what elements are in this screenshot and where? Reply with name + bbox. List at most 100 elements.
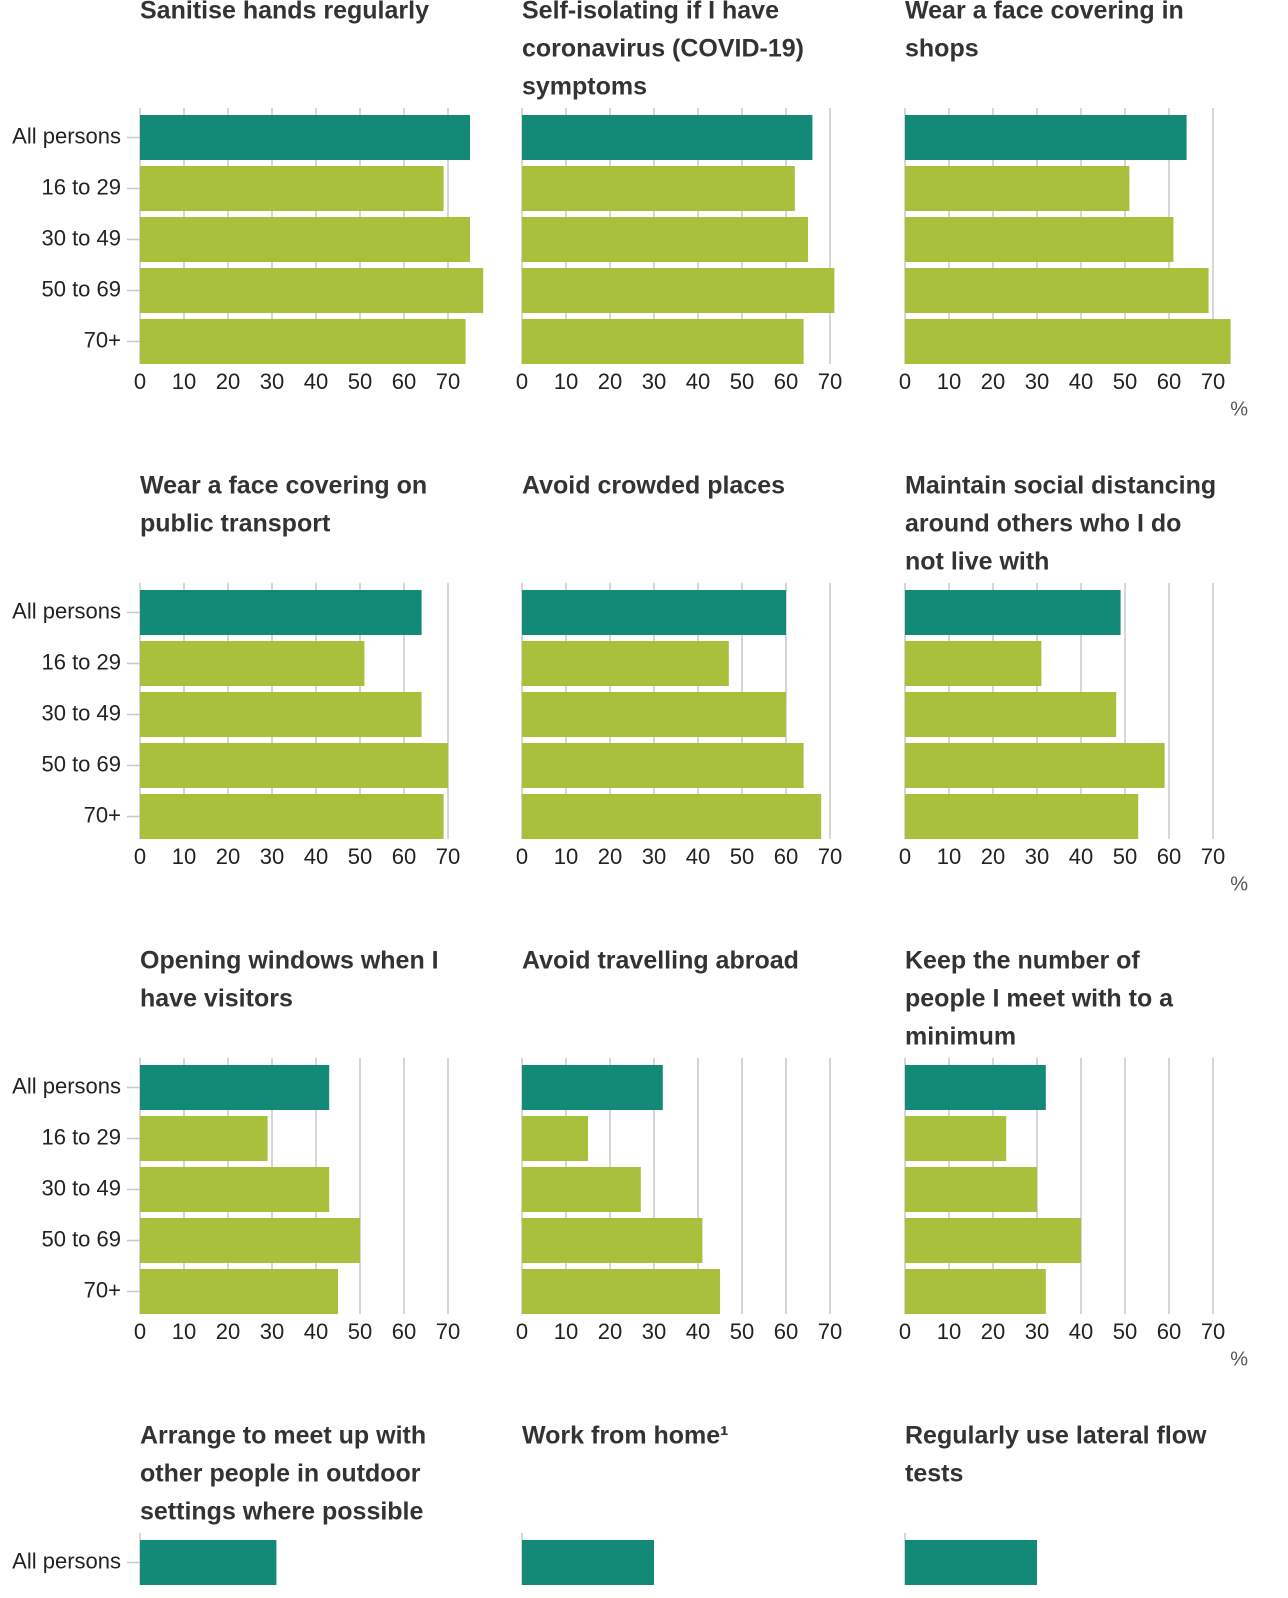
x-tick-label: 0 xyxy=(134,1319,146,1344)
panel-title: Avoid travelling abroad xyxy=(522,947,799,975)
bar xyxy=(905,641,1042,686)
unit-label: % xyxy=(1230,873,1248,895)
x-tick-label: 70 xyxy=(1201,369,1225,394)
bar xyxy=(522,692,786,737)
bar xyxy=(905,692,1117,737)
x-tick-label: 40 xyxy=(1069,369,1093,394)
bar xyxy=(522,1116,588,1161)
x-tick-label: 60 xyxy=(774,844,798,869)
panel-title: coronavirus (COVID-19) xyxy=(522,35,804,63)
bar xyxy=(522,166,795,211)
x-tick-label: 20 xyxy=(598,369,622,394)
bar xyxy=(140,1116,268,1161)
category-label: 30 to 49 xyxy=(41,1175,121,1200)
x-tick-label: 10 xyxy=(937,1319,961,1344)
panel-title: Self-isolating if I have xyxy=(522,0,779,25)
x-tick-label: 40 xyxy=(304,369,328,394)
x-tick-label: 0 xyxy=(516,369,528,394)
bar xyxy=(905,1116,1007,1161)
bar xyxy=(522,590,786,635)
category-label: All persons xyxy=(12,598,121,623)
bar xyxy=(905,166,1130,211)
x-tick-label: 30 xyxy=(642,844,666,869)
x-tick-label: 40 xyxy=(1069,844,1093,869)
unit-label: % xyxy=(1230,1348,1248,1370)
x-tick-label: 40 xyxy=(1069,1319,1093,1344)
x-tick-label: 10 xyxy=(172,1319,196,1344)
bar xyxy=(140,794,444,839)
x-tick-label: 50 xyxy=(730,844,754,869)
bar xyxy=(140,166,444,211)
bar xyxy=(522,1269,720,1314)
x-tick-label: 50 xyxy=(730,1319,754,1344)
category-label: 70+ xyxy=(84,1277,121,1302)
x-tick-label: 10 xyxy=(554,1319,578,1344)
x-tick-label: 10 xyxy=(937,369,961,394)
panel-title: symptoms xyxy=(522,73,647,101)
x-tick-label: 40 xyxy=(686,369,710,394)
bar xyxy=(522,217,808,262)
panel-title: settings where possible xyxy=(140,1498,424,1526)
category-label: All persons xyxy=(12,1548,121,1573)
category-label: All persons xyxy=(12,123,121,148)
x-tick-label: 60 xyxy=(392,844,416,869)
bar xyxy=(522,743,804,788)
bar xyxy=(522,794,822,839)
panel-title: Keep the number of xyxy=(905,947,1140,975)
x-tick-label: 50 xyxy=(1113,844,1137,869)
x-tick-label: 50 xyxy=(730,369,754,394)
x-tick-label: 0 xyxy=(899,369,911,394)
bar xyxy=(522,1065,663,1110)
x-tick-label: 60 xyxy=(774,1319,798,1344)
panel-title: shops xyxy=(905,35,979,63)
panel-title: Wear a face covering in xyxy=(905,0,1184,25)
panel-title: other people in outdoor xyxy=(140,1460,421,1488)
bar xyxy=(140,268,484,313)
bar xyxy=(140,692,422,737)
category-label: 16 to 29 xyxy=(41,649,121,674)
x-tick-label: 30 xyxy=(260,369,284,394)
category-label: 50 to 69 xyxy=(41,751,121,776)
bar xyxy=(522,319,804,364)
x-tick-label: 30 xyxy=(1025,1319,1049,1344)
x-tick-label: 30 xyxy=(642,369,666,394)
category-label: 70+ xyxy=(84,327,121,352)
x-tick-label: 20 xyxy=(981,369,1005,394)
category-label: 16 to 29 xyxy=(41,1124,121,1149)
bar xyxy=(140,1218,360,1263)
x-tick-label: 20 xyxy=(216,1319,240,1344)
bar xyxy=(905,115,1187,160)
x-tick-label: 30 xyxy=(1025,844,1049,869)
x-tick-label: 0 xyxy=(899,1319,911,1344)
x-tick-label: 70 xyxy=(1201,844,1225,869)
x-tick-label: 50 xyxy=(348,1319,372,1344)
bar xyxy=(905,319,1231,364)
category-label: All persons xyxy=(12,1073,121,1098)
x-tick-label: 20 xyxy=(216,369,240,394)
panel-title: minimum xyxy=(905,1023,1016,1051)
x-tick-label: 20 xyxy=(981,1319,1005,1344)
category-label: 70+ xyxy=(84,802,121,827)
bar xyxy=(140,641,365,686)
x-tick-label: 0 xyxy=(134,369,146,394)
panel-title: Regularly use lateral flow xyxy=(905,1422,1207,1450)
x-tick-label: 30 xyxy=(642,1319,666,1344)
x-tick-label: 60 xyxy=(392,369,416,394)
x-tick-label: 70 xyxy=(436,1319,460,1344)
x-tick-label: 40 xyxy=(304,844,328,869)
x-tick-label: 50 xyxy=(1113,1319,1137,1344)
x-tick-label: 40 xyxy=(686,1319,710,1344)
bar xyxy=(140,1540,277,1585)
x-tick-label: 10 xyxy=(172,369,196,394)
bar xyxy=(905,1269,1046,1314)
bar xyxy=(905,1540,1037,1585)
panel-title: around others who I do xyxy=(905,510,1181,538)
x-tick-label: 10 xyxy=(937,844,961,869)
bar xyxy=(522,115,813,160)
category-label: 16 to 29 xyxy=(41,174,121,199)
bar xyxy=(905,217,1174,262)
category-label: 30 to 49 xyxy=(41,225,121,250)
x-tick-label: 70 xyxy=(436,844,460,869)
x-tick-label: 70 xyxy=(818,369,842,394)
